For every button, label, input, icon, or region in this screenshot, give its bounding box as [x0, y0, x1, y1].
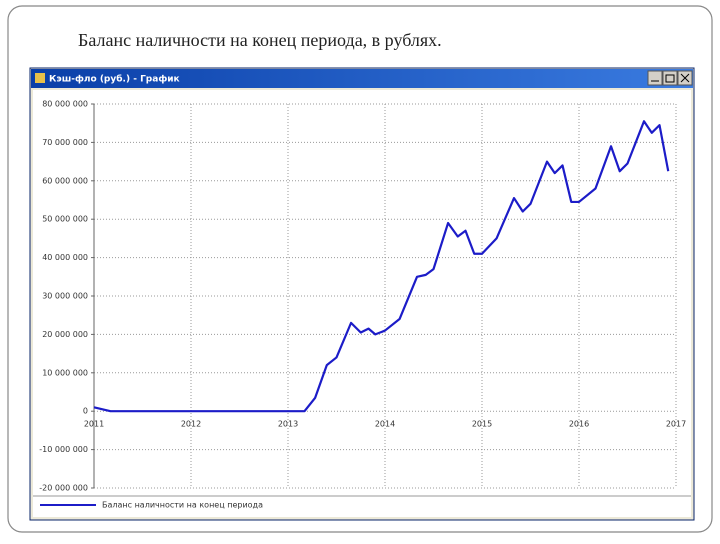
y-tick-label: 50 000 000	[42, 215, 88, 224]
window-button-glyphs	[651, 73, 690, 83]
y-tick-label: 60 000 000	[42, 176, 88, 185]
x-tick-label: 2014	[375, 420, 395, 429]
chart-area	[33, 90, 691, 517]
window-icon	[35, 73, 45, 83]
x-tick-label: 2016	[569, 420, 589, 429]
y-tick-label: -10 000 000	[39, 445, 88, 454]
series-line	[93, 120, 670, 413]
y-tick-label: 10 000 000	[42, 368, 88, 377]
maximize-button[interactable]	[662, 70, 678, 86]
minimize-button[interactable]	[647, 70, 663, 86]
window-title: Кэш-фло (руб.) - График	[49, 74, 180, 85]
title-bar	[31, 69, 693, 88]
x-tick-label: 2013	[278, 420, 298, 429]
plot: -20 000 000 -10 000 000 0 10 000 000 20 000 …	[39, 100, 686, 510]
y-tick-label: -20 000 000	[39, 484, 88, 493]
legend-label: Баланс наличности на конец периода	[102, 501, 263, 510]
y-tick-label: 20 000 000	[42, 330, 88, 339]
y-tick-label: 70 000 000	[42, 138, 88, 147]
x-tick-label: 2017	[666, 420, 686, 429]
y-tick-label: 30 000 000	[42, 292, 88, 301]
slide-title: Баланс наличности на конец периода, в ру…	[78, 30, 442, 50]
y-tick-label: 40 000 000	[42, 253, 88, 262]
x-tick-label: 2015	[472, 420, 492, 429]
y-tick-label: 0	[83, 407, 88, 416]
y-tick-label: 80 000 000	[42, 100, 88, 109]
x-tick-label: 2012	[181, 420, 201, 429]
